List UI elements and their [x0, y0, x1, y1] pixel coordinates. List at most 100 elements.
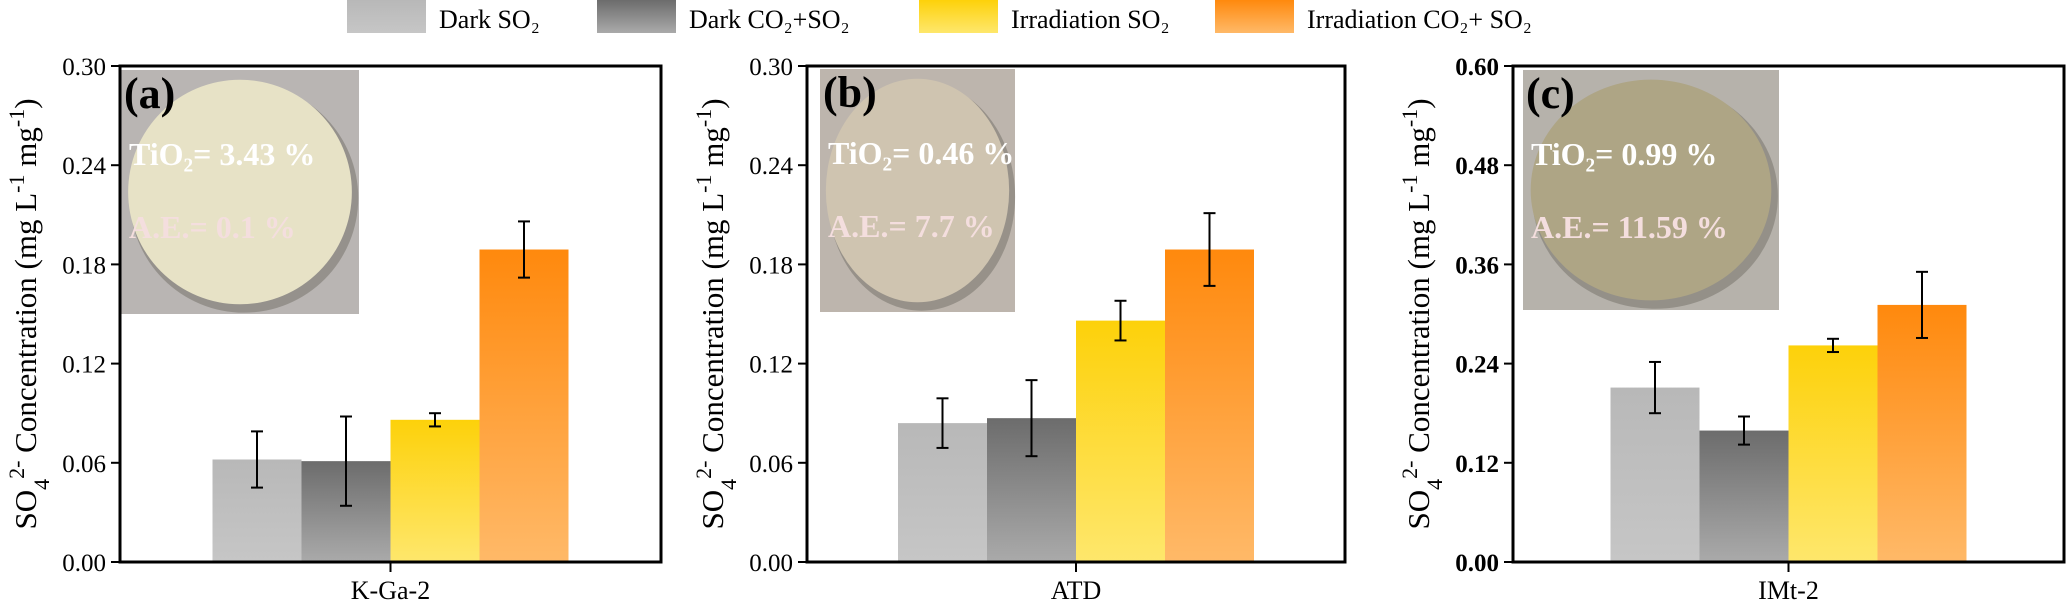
y-tick-label: 0.30 [749, 54, 793, 81]
legend-item: Dark CO₂+SO₂ [597, 0, 850, 34]
legend-label: Irradiation CO₂+ SO₂ [1307, 5, 1532, 34]
legend-label: Irradiation SO₂ [1011, 5, 1170, 34]
y-tick-label: 0.36 [1455, 252, 1499, 279]
legend-label: Dark SO₂ [439, 5, 540, 34]
y-axis-label-part: 4 [1422, 479, 1447, 490]
legend-item: Irradiation SO₂ [919, 0, 1170, 34]
apparent-efficiency: A.E.= 7.7 % [828, 208, 995, 244]
bar-irradiation-co-so- [1165, 249, 1254, 562]
error-bar [1203, 212, 1216, 287]
bar-irradiation-so- [390, 419, 480, 562]
bar-irradiation-so- [1788, 345, 1878, 562]
sample-photo-inset: (a) TiO₂= 3.43 % A.E.= 0.1 % [121, 69, 359, 314]
y-axis-label-part: mg [695, 127, 730, 174]
tio2-content: TiO₂= 0.46 % [828, 135, 1014, 171]
legend-label: Dark CO₂+SO₂ [689, 5, 850, 34]
apparent-efficiency: A.E.= 0.1 % [129, 209, 296, 245]
apparent-efficiency: A.E.= 11.59 % [1531, 209, 1728, 245]
legend-swatch [1215, 0, 1294, 33]
y-tick-label: 0.18 [62, 252, 106, 279]
sample-disc [128, 79, 352, 305]
error-bar [518, 220, 530, 279]
panel-label: (b) [823, 68, 877, 117]
bar-dark-so- [1610, 387, 1700, 562]
sample-disc [825, 78, 1010, 303]
y-tick-label: 0.60 [1455, 54, 1499, 81]
panel-label: (a) [124, 69, 175, 118]
y-tick-label: 0.30 [62, 54, 106, 81]
y-axis-label-part: ) [8, 98, 43, 108]
y-tick-label: 0.00 [749, 550, 793, 577]
y-tick-label: 0.24 [749, 153, 793, 180]
y-axis-label-part: -1 [1397, 109, 1422, 127]
y-axis-label-part: 2- [4, 461, 29, 479]
y-axis-label-part: SO [8, 490, 43, 530]
chart-panel-b: (b) TiO₂= 0.46 % A.E.= 7.7 % 0.00 0.06 0.12 0.… [691, 54, 1347, 604]
y-axis-label-part: -1 [691, 109, 716, 127]
x-tick-label: IMt-2 [1758, 576, 1819, 604]
y-tick-label: 0.06 [62, 451, 106, 478]
y-tick-label: 0.00 [62, 550, 106, 577]
y-tick-label: 0.48 [1455, 153, 1499, 180]
y-axis-label-part: Concentration (mg L [1401, 193, 1436, 461]
y-tick-label: 0.12 [62, 352, 106, 379]
error-bar [1916, 270, 1928, 339]
error-bar [936, 397, 949, 449]
tio2-content: TiO₂= 0.99 % [1531, 136, 1717, 172]
legend-item: Dark SO₂ [347, 0, 540, 34]
sample-photo-inset: (b) TiO₂= 0.46 % A.E.= 7.7 % [820, 68, 1016, 312]
x-tick-label: K-Ga-2 [351, 576, 430, 604]
legend-item: Irradiation CO₂+ SO₂ [1215, 0, 1532, 34]
y-axis-label-part: mg [1401, 127, 1436, 174]
bar-irradiation-co-so- [479, 249, 569, 562]
sample-photo-inset: (c) TiO₂= 0.99 % A.E.= 11.59 % [1523, 69, 1779, 310]
y-tick-label: 0.18 [749, 252, 793, 279]
y-axis-label-part: -1 [4, 109, 29, 127]
y-tick-label: 0.24 [62, 153, 106, 180]
x-tick-label: ATD [1051, 576, 1102, 604]
y-axis-label-part: -1 [691, 174, 716, 192]
y-tick-label: 0.12 [749, 352, 793, 379]
chart-panel-c: (c) TiO₂= 0.99 % A.E.= 11.59 % 0.00 0.12 0.24… [1397, 54, 2066, 604]
y-axis-label: SO42- Concentration (mg L-1 mg-1) [691, 98, 741, 529]
panel-label: (c) [1526, 69, 1575, 118]
y-axis-label-part: mg [8, 127, 43, 174]
y-axis-label-part: 2- [1397, 461, 1422, 479]
legend-swatch [347, 0, 426, 33]
error-bar [429, 412, 441, 428]
error-bar [1827, 337, 1839, 354]
y-axis-label: SO42- Concentration (mg L-1 mg-1) [4, 98, 54, 529]
error-bar [1649, 360, 1661, 415]
bar-dark-co-so- [1699, 430, 1789, 562]
y-axis-label-part: Concentration (mg L [8, 193, 43, 461]
y-axis-label-part: Concentration (mg L [695, 193, 730, 461]
y-axis-label-part: 4 [716, 479, 741, 490]
error-bar [1114, 299, 1127, 342]
error-bar [251, 430, 263, 489]
legend-swatch [919, 0, 998, 33]
y-tick-label: 0.06 [749, 451, 793, 478]
y-tick-label: 0.24 [1455, 352, 1499, 379]
chart-panel-a: (a) TiO₂= 3.43 % A.E.= 0.1 % 0.00 0.06 0.12 0.… [4, 54, 663, 604]
y-axis-label-part: -1 [4, 174, 29, 192]
bar-irradiation-co-so- [1877, 304, 1967, 562]
y-axis-label: SO42- Concentration (mg L-1 mg-1) [1397, 98, 1447, 529]
legend-swatch [597, 0, 676, 33]
y-axis-label-part: 4 [29, 479, 54, 490]
error-bar [340, 415, 352, 507]
y-tick-label: 0.00 [1455, 550, 1499, 577]
y-axis-label-part: SO [1401, 490, 1436, 530]
y-axis-label-part: ) [695, 98, 730, 108]
tio2-content: TiO₂= 3.43 % [129, 136, 315, 172]
y-tick-label: 0.12 [1455, 451, 1499, 478]
error-bar [1025, 379, 1038, 458]
y-axis-label-part: 2- [691, 461, 716, 479]
bar-irradiation-so- [1076, 320, 1165, 562]
legend: Dark SO₂ Dark CO₂+SO₂ Irradiation SO₂ Irrad… [347, 0, 1532, 34]
y-axis-label-part: ) [1401, 98, 1436, 108]
error-bar [1738, 415, 1750, 446]
y-axis-label-part: -1 [1397, 174, 1422, 192]
sample-disc [1530, 79, 1772, 301]
y-axis-label-part: SO [695, 490, 730, 530]
